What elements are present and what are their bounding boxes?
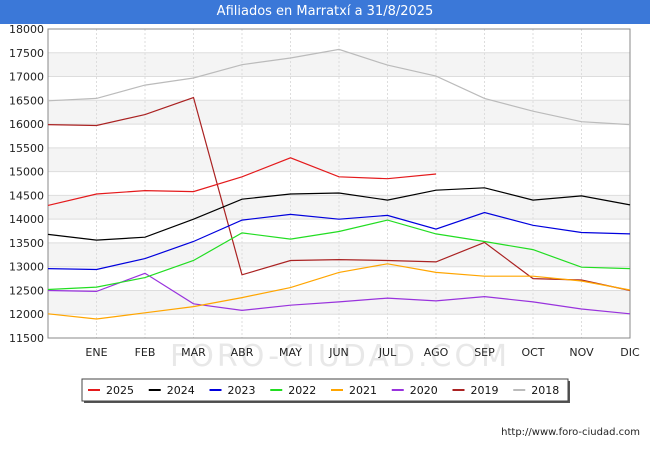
y-tick-label: 14500 — [9, 189, 44, 202]
y-tick-label: 12000 — [9, 308, 44, 321]
legend: 2025 2024 2023 2022 2021 2020 2019 2018 — [81, 378, 570, 403]
y-axis-ticks: 11500 12000 12500 13000 13500 14000 14500 15000… — [9, 23, 44, 345]
legend-label-2022: 2022 — [288, 384, 316, 397]
x-tick-label: NOV — [569, 346, 594, 359]
watermark: FORO-CIUDAD.COM — [170, 339, 510, 374]
y-tick-label: 12500 — [9, 284, 44, 297]
x-tick-label: DIC — [620, 346, 640, 359]
series-line-2022 — [47, 219, 631, 291]
plot-band — [48, 52, 630, 77]
x-tick-label: JUN — [328, 346, 349, 359]
y-tick-label: 16000 — [9, 118, 44, 131]
legend-label-2021: 2021 — [349, 384, 377, 397]
plot-frame — [47, 28, 631, 339]
legend-label-2018: 2018 — [531, 384, 559, 397]
plot-band — [48, 100, 630, 125]
y-tick-label: 11500 — [9, 332, 44, 345]
y-tick-label: 16500 — [9, 94, 44, 107]
legend-label-2025: 2025 — [106, 384, 134, 397]
series-line-2019 — [47, 96, 631, 292]
x-tick-label: ABR — [231, 346, 254, 359]
x-tick-label: OCT — [521, 346, 544, 359]
y-tick-label: 15000 — [9, 166, 44, 179]
plot-band — [48, 147, 630, 172]
y-tick-label: 17000 — [9, 71, 44, 84]
legend-box — [81, 378, 569, 402]
series-line-2024 — [47, 187, 631, 241]
y-tick-label: 13000 — [9, 261, 44, 274]
series-line-2020 — [47, 272, 631, 315]
series-line-2018 — [47, 48, 631, 126]
series-line-2023 — [47, 211, 631, 271]
x-tick-label: SEP — [474, 346, 495, 359]
legend-label-2024: 2024 — [167, 384, 195, 397]
y-tick-label: 13500 — [9, 237, 44, 250]
y-tick-label: 14000 — [9, 213, 44, 226]
series-line-2025 — [47, 157, 437, 206]
x-axis-ticks: ENE FEB MAR ABR MAY JUN JUL AGO SEP OCT NOV DIC — [85, 346, 640, 359]
x-tick-label: JUL — [378, 346, 397, 359]
y-tick-label: 15500 — [9, 142, 44, 155]
series-line-2021 — [47, 263, 631, 320]
legend-label-2020: 2020 — [410, 384, 438, 397]
legend-label-2023: 2023 — [228, 384, 256, 397]
legend-label-2019: 2019 — [471, 384, 499, 397]
chart-title: Afiliados en Marratxí a 31/8/2025 — [0, 0, 650, 24]
series-lines — [47, 48, 631, 320]
x-tick-label: FEB — [135, 346, 156, 359]
y-tick-label: 17500 — [9, 47, 44, 60]
x-tick-label: MAR — [181, 346, 206, 359]
x-tick-label: MAY — [279, 346, 302, 359]
y-tick-label: 18000 — [9, 23, 44, 36]
plot-bands — [48, 52, 630, 315]
source-url: http://www.foro-ciudad.com — [501, 427, 640, 438]
x-tick-label: ENE — [85, 346, 107, 359]
x-tick-label: AGO — [424, 346, 449, 359]
